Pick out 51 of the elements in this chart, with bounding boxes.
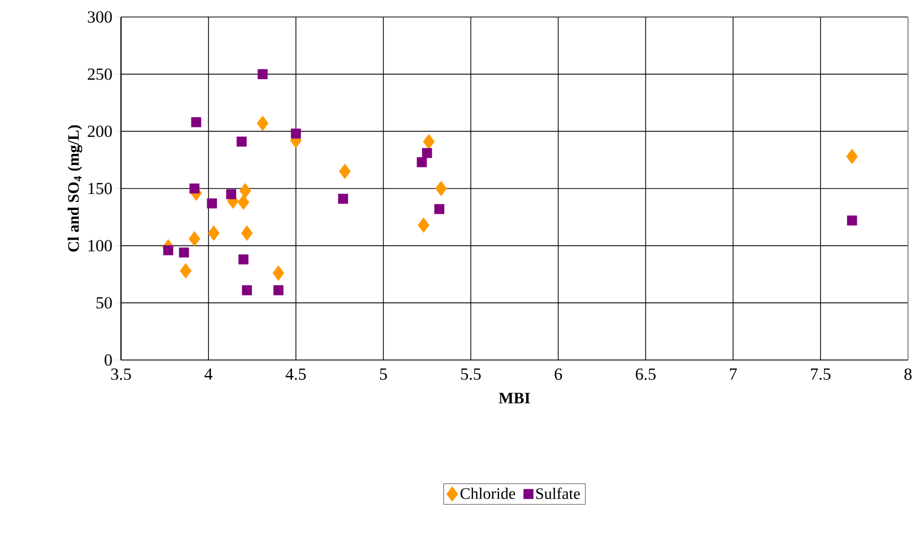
x-tick-label: 3.5 (111, 368, 131, 380)
point (847, 216, 858, 226)
point (338, 194, 348, 204)
point (258, 69, 268, 80)
point (422, 148, 432, 158)
point (236, 136, 247, 147)
legend-label: Chloride (460, 488, 516, 499)
point (273, 285, 284, 296)
x-axis-title: MBI (498, 392, 530, 404)
y-tick-label: 300 (88, 11, 112, 23)
point (241, 225, 253, 241)
point (339, 164, 351, 180)
point (206, 198, 217, 208)
point (242, 285, 252, 296)
y-tick-label: 100 (88, 240, 112, 252)
legend-label: Sulfate (536, 488, 580, 500)
point (178, 248, 189, 258)
x-tick-label: 7 (730, 368, 737, 380)
point (188, 231, 200, 247)
point (191, 117, 202, 128)
y-tick-label: 150 (88, 182, 112, 194)
y-tick-label: 50 (96, 297, 112, 309)
y-tick-label: 0 (104, 354, 112, 366)
point (416, 157, 427, 168)
x-tick-label: 4.5 (286, 368, 306, 380)
y-axis-title: Cl and SO$_{4}$ (mg/L) (68, 125, 82, 252)
x-tick-label: 8 (904, 368, 912, 380)
point (256, 116, 268, 132)
point (239, 183, 251, 198)
point (238, 254, 248, 264)
x-tick-label: 4 (204, 368, 212, 380)
point (272, 265, 284, 281)
x-tick-label: 5 (380, 368, 387, 380)
point (290, 128, 301, 139)
y-tick-label: 200 (88, 126, 112, 138)
point (435, 180, 447, 196)
point (189, 184, 200, 194)
x-tick-label: 5.5 (461, 368, 481, 380)
point (180, 263, 192, 279)
x-tick-label: 6.5 (636, 368, 656, 380)
x-tick-label: 6 (554, 368, 562, 380)
point (238, 194, 250, 210)
point (846, 148, 858, 164)
point (434, 204, 444, 214)
point (208, 225, 220, 241)
point (418, 217, 430, 233)
x-tick-label: 7.5 (811, 368, 830, 380)
point (163, 245, 174, 256)
point (226, 189, 236, 200)
y-tick-label: 250 (88, 68, 112, 80)
point (422, 134, 435, 150)
